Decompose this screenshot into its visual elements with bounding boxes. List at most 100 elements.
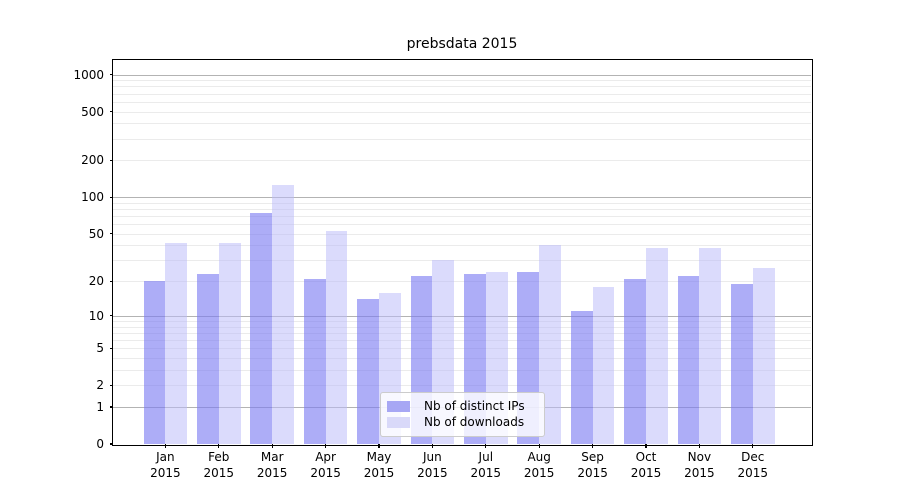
x-tick-year: 2015	[577, 465, 608, 480]
gridline-minor	[113, 357, 811, 359]
bar-ips-nov	[677, 276, 700, 444]
x-tick-label: Nov 2015	[667, 450, 731, 481]
x-tick-year: 2015	[737, 465, 769, 480]
y-tick-label: 200	[81, 153, 104, 168]
bar-ips-mar	[250, 213, 273, 444]
y-tick-label: 10	[88, 308, 104, 323]
x-tick-month: Aug	[527, 450, 551, 464]
y-tick-mark	[109, 110, 113, 113]
x-tick-label: Sep 2015	[561, 450, 625, 481]
bar-downloads-oct	[646, 248, 668, 444]
bar-ips-oct	[624, 278, 646, 444]
y-tick-mark	[109, 384, 113, 386]
legend-swatch-distinct-ips	[387, 400, 410, 412]
y-tick-label: 2	[96, 378, 104, 393]
gridline-minor	[113, 348, 811, 350]
legend-label-distinct-ips: Nb of distinct IPs	[424, 399, 525, 413]
x-tick-label: Feb 2015	[187, 450, 251, 481]
x-tick-label: Jul 2015	[454, 450, 518, 481]
y-tick-label: 1000	[73, 67, 104, 82]
y-tick-mark	[109, 73, 113, 76]
legend-item-distinct-ips: Nb of distinct IPs	[387, 398, 544, 414]
y-tick-mark	[109, 233, 113, 235]
x-tick-mark	[378, 444, 380, 448]
gridline-minor	[113, 202, 811, 204]
gridline-minor	[113, 320, 811, 322]
x-tick-year: 2015	[203, 465, 235, 480]
x-tick-label: May 2015	[347, 450, 411, 481]
x-tick-month: Nov	[687, 450, 712, 464]
x-tick-mark	[271, 444, 273, 448]
gridline-minor	[113, 332, 811, 334]
gridline-minor	[113, 216, 811, 217]
y-tick-mark	[109, 347, 113, 349]
bar-downloads-apr	[325, 230, 348, 444]
x-tick-mark	[592, 444, 594, 448]
x-tick-month: Mar	[260, 450, 284, 464]
x-tick-mark	[431, 444, 434, 448]
x-tick-month: Feb	[208, 450, 230, 464]
y-tick-mark	[109, 280, 113, 282]
x-tick-mark	[485, 444, 487, 448]
gridline-minor	[113, 260, 811, 262]
gridline-minor	[113, 101, 811, 103]
x-tick-year: 2015	[363, 465, 395, 480]
y-tick-mark	[109, 159, 113, 161]
bar-ips-feb	[197, 274, 219, 444]
x-tick-month: Sep	[581, 450, 604, 464]
x-tick-month: Dec	[741, 450, 765, 464]
gridline-minor	[113, 245, 811, 247]
y-tick-mark	[109, 406, 113, 408]
x-tick-mark	[752, 444, 754, 448]
gridline-major	[113, 315, 811, 317]
x-tick-year: 2015	[310, 465, 341, 480]
x-tick-mark	[218, 444, 220, 448]
gridline-minor	[113, 281, 811, 283]
y-tick-label: 50	[88, 226, 104, 241]
gridline-major	[113, 74, 811, 76]
x-tick-mark	[538, 444, 540, 448]
y-tick-label: 0	[96, 437, 104, 451]
bar-ips-apr	[303, 278, 326, 444]
y-tick-label: 1	[96, 399, 104, 414]
x-tick-label: Mar 2015	[240, 450, 304, 481]
chart-title: prebsdata 2015	[406, 36, 518, 52]
x-tick-year: 2015	[684, 465, 715, 480]
x-tick-mark	[325, 444, 327, 448]
bar-downloads-sep	[592, 286, 615, 444]
gridline-minor	[113, 326, 811, 328]
x-tick-month: Apr	[315, 450, 336, 464]
x-tick-year: 2015	[150, 465, 181, 480]
x-tick-mark	[645, 444, 647, 448]
bar-downloads-nov	[699, 248, 722, 444]
legend-item-downloads: Nb of downloads	[387, 414, 544, 430]
gridline-minor	[113, 80, 811, 82]
y-tick-mark	[109, 196, 113, 198]
x-tick-year: 2015	[256, 465, 288, 480]
x-tick-month: Jan	[156, 450, 175, 464]
gridline-minor	[113, 160, 811, 162]
bar-ips-dec	[731, 283, 753, 444]
y-tick-label: 100	[81, 190, 104, 205]
gridline-minor	[113, 339, 811, 341]
bar-ips-jan	[143, 281, 166, 444]
x-tick-label: Dec 2015	[721, 450, 785, 481]
gridline-minor	[113, 385, 811, 387]
bar-ips-sep	[570, 311, 593, 444]
gridline-minor	[113, 224, 811, 226]
x-tick-mark	[164, 444, 167, 448]
gridline-minor	[113, 233, 811, 235]
bar-downloads-jan	[165, 242, 188, 444]
gridline-minor	[113, 209, 811, 210]
y-tick-label: 20	[88, 274, 104, 289]
y-tick-mark	[109, 315, 113, 317]
x-tick-month: Jun	[423, 450, 442, 464]
gridline-minor	[113, 86, 811, 88]
x-tick-year: 2015	[630, 465, 662, 480]
x-tick-label: Jun 2015	[400, 450, 464, 481]
y-tick-label: 5	[96, 341, 104, 356]
gridline-minor	[113, 93, 811, 95]
gridline-minor	[113, 123, 811, 125]
y-tick-mark	[109, 443, 113, 445]
x-tick-month: Oct	[635, 450, 657, 464]
